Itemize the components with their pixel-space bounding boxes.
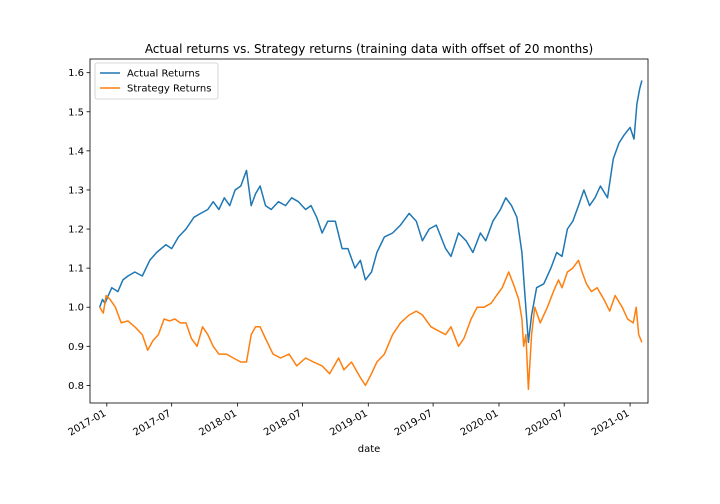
y-tick-label: 1.4 <box>68 146 84 157</box>
legend-box <box>94 62 219 100</box>
y-tick-label: 1.1 <box>68 264 84 275</box>
x-axis-title: date <box>358 444 381 455</box>
y-tick-label: 1.6 <box>68 68 84 79</box>
y-tick-label: 1.3 <box>68 185 84 196</box>
y-tick-label: 0.8 <box>68 381 84 392</box>
series-line-actual-returns <box>98 80 643 344</box>
y-tick-label: 0.9 <box>68 342 84 353</box>
chart-title: Actual returns vs. Strategy returns (tra… <box>145 42 593 56</box>
plot-frame <box>89 58 649 404</box>
legend-label: Strategy Returns <box>127 84 211 95</box>
y-tick-label: 1.5 <box>68 107 84 118</box>
series-line-strategy-returns <box>99 259 643 391</box>
y-tick-label: 1.2 <box>68 225 84 236</box>
legend-label: Actual Returns <box>127 69 200 80</box>
y-tick-label: 1.0 <box>68 303 84 314</box>
legend: Actual Returns Strategy Returns <box>94 62 219 100</box>
